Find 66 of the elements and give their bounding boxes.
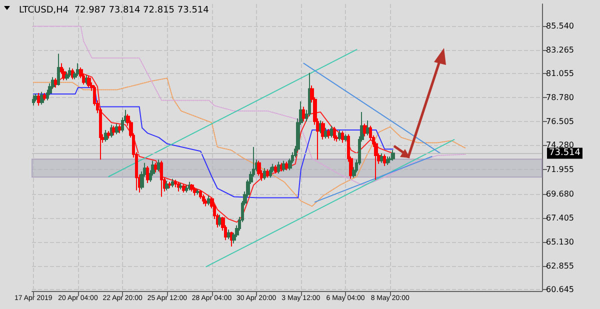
candlestick — [179, 182, 183, 190]
candlestick — [104, 130, 108, 142]
candlestick — [269, 166, 272, 178]
candlestick — [146, 166, 149, 184]
candlestick — [344, 134, 347, 142]
candlestick — [190, 184, 194, 192]
candlestick — [168, 181, 172, 189]
candlestick — [204, 198, 208, 207]
y-tick-label: 78.780 — [546, 92, 574, 102]
candlestick — [282, 160, 286, 172]
candlestick — [174, 179, 177, 188]
y-tick-label: 69.680 — [546, 189, 574, 198]
candlestick — [177, 181, 180, 192]
candlestick — [227, 229, 230, 240]
candlestick — [68, 67, 71, 78]
candlestick — [110, 124, 113, 138]
candlestick — [107, 130, 110, 139]
y-tick-label: 65.130 — [546, 237, 574, 246]
candlestick — [171, 178, 174, 188]
y-tick-label: 83.265 — [546, 45, 574, 54]
candlestick — [341, 130, 344, 144]
candlestick — [40, 91, 44, 106]
candlestick — [65, 71, 69, 81]
candlestick — [118, 124, 122, 134]
chart-title: LTCUSD,H4 72.987 73.814 72.815 73.514 — [19, 6, 210, 16]
candlestick — [333, 126, 336, 142]
y-tick-label: 67.405 — [546, 213, 574, 222]
candlestick — [160, 160, 163, 198]
candlestick — [366, 120, 370, 136]
candlestick — [87, 76, 91, 88]
candlestick — [32, 94, 35, 106]
y-tick-label: 81.055 — [546, 68, 574, 78]
y-tick-label: 76.505 — [546, 117, 574, 126]
candlestick — [57, 53, 60, 86]
candlestick — [202, 194, 205, 205]
candlestick — [263, 168, 266, 180]
candlestick — [386, 156, 389, 166]
candlestick — [327, 128, 331, 139]
candlestick — [54, 78, 57, 88]
candlestick — [193, 186, 197, 196]
candlestick — [76, 62, 80, 77]
candlestick — [383, 154, 386, 167]
y-tick-label: 71.955 — [546, 165, 574, 174]
candlestick — [196, 188, 200, 196]
candlestick — [266, 168, 269, 178]
candlestick — [71, 68, 74, 80]
candlestick — [185, 184, 188, 194]
line-series — [32, 78, 466, 207]
line-series — [32, 26, 466, 186]
candlestick — [115, 123, 119, 135]
candlestick — [165, 180, 169, 191]
candlestick — [188, 181, 191, 191]
y-tick-label: 60.645 — [546, 284, 574, 294]
candlestick — [277, 161, 280, 174]
candlestick — [321, 121, 325, 140]
candlestick — [43, 92, 46, 101]
ref-line-label: 73.514 — [549, 148, 581, 158]
y-tick-label: 62.855 — [546, 262, 574, 271]
candlestick — [324, 127, 328, 139]
candlestick — [34, 94, 38, 102]
y-tick-label: 85.540 — [546, 21, 574, 30]
candlestick — [302, 106, 305, 122]
line-series — [32, 87, 394, 198]
candlestick — [182, 184, 186, 194]
candlestick — [330, 125, 333, 138]
candlestick — [391, 150, 395, 162]
